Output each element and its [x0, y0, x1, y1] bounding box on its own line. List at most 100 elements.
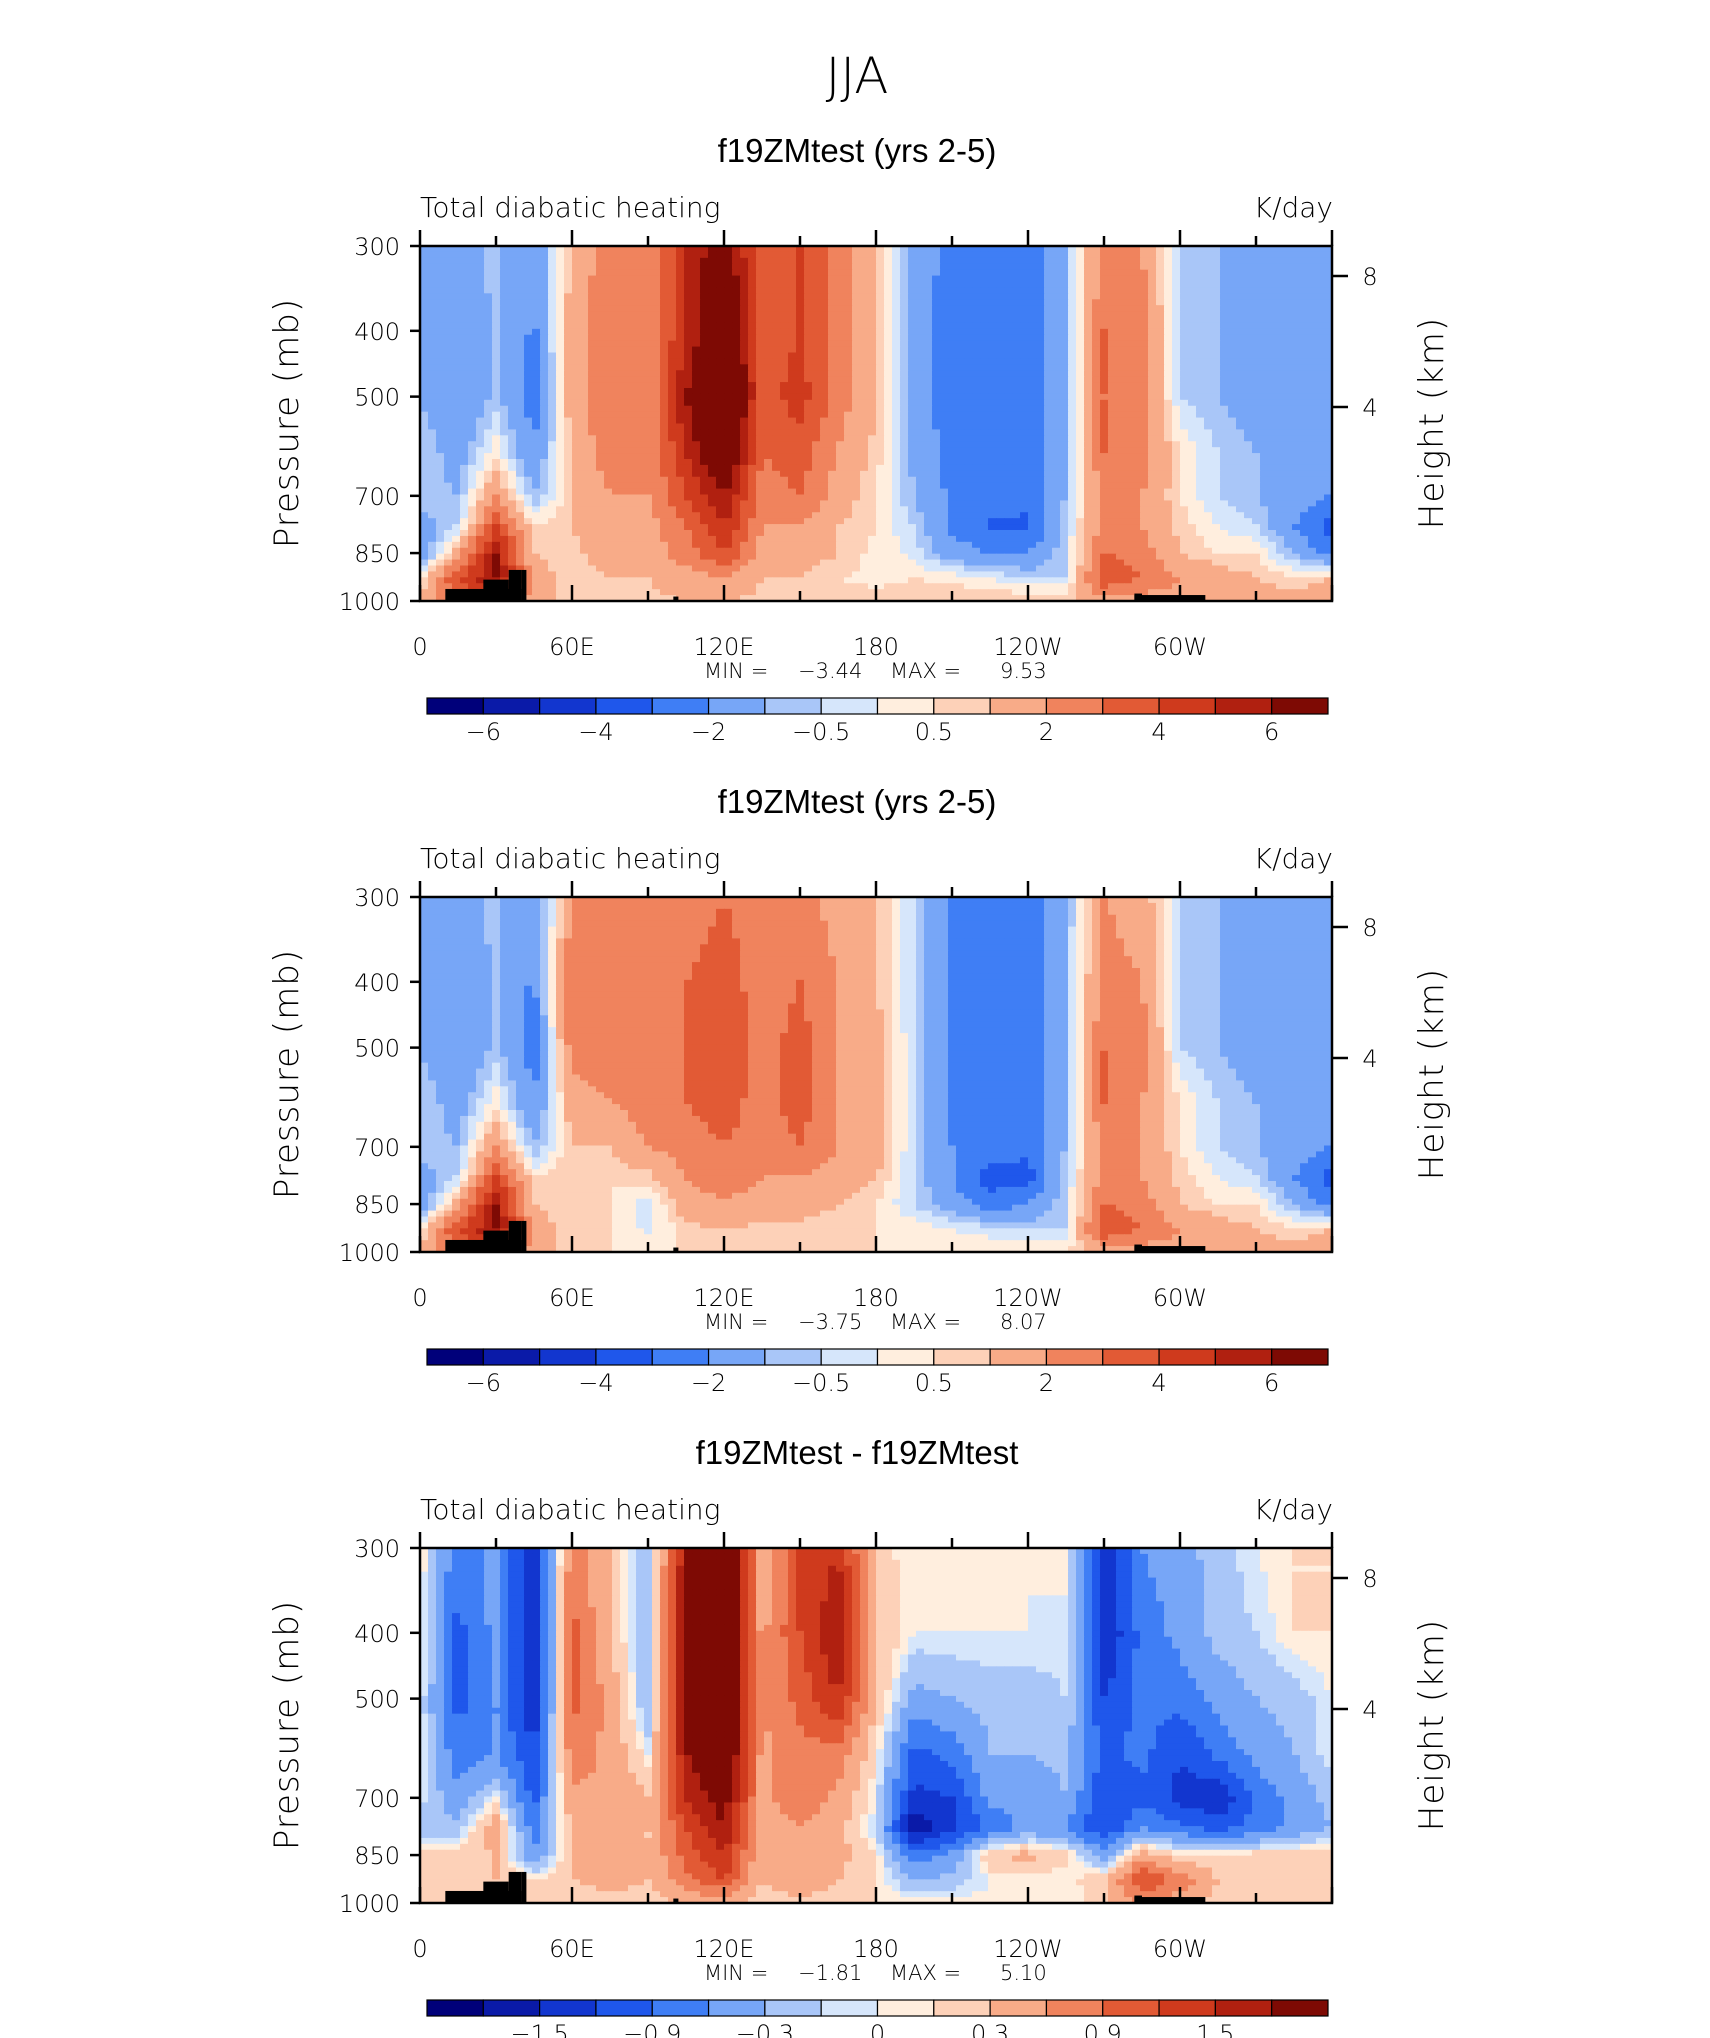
field-cell [900, 376, 909, 383]
field-cell [444, 269, 453, 277]
field-cell [972, 435, 981, 442]
field-cell [652, 447, 661, 454]
field-cell [1036, 281, 1045, 289]
field-cell [1052, 340, 1061, 348]
field-cell [1284, 429, 1293, 436]
field-cell [892, 340, 901, 348]
field-cell [884, 293, 893, 300]
field-cell [588, 488, 597, 496]
field-cell [1228, 269, 1237, 277]
field-cell [772, 453, 781, 460]
field-cell [1316, 494, 1325, 502]
field-cell [500, 322, 509, 330]
field-cell [548, 411, 557, 419]
field-cell [908, 447, 917, 454]
field-cell [788, 393, 797, 401]
field-cell [564, 405, 573, 413]
field-cell [756, 500, 765, 507]
field-cell [876, 293, 885, 300]
field-cell [644, 281, 653, 289]
field-cell [684, 470, 693, 478]
field-cell [1092, 246, 1101, 253]
field-cell [1108, 358, 1117, 365]
field-cell [1228, 417, 1237, 425]
field-cell [940, 388, 949, 395]
field-cell [500, 358, 509, 365]
field-cell [1204, 447, 1213, 454]
field-cell [420, 352, 429, 360]
field-cell [1052, 429, 1061, 436]
field-cell [572, 488, 581, 496]
stats-max-label: MAX = [890, 659, 961, 683]
field-cell [620, 429, 629, 436]
field-cell [708, 364, 717, 371]
field-cell [988, 500, 997, 507]
field-cell [444, 364, 453, 371]
field-cell [908, 453, 917, 460]
field-cell [788, 257, 797, 265]
field-cell [748, 393, 757, 401]
field-cell [1092, 453, 1101, 460]
field-cell [604, 263, 613, 271]
field-cell [580, 334, 589, 342]
field-cell [980, 399, 989, 407]
field-cell [1180, 470, 1189, 478]
field-cell [932, 376, 941, 383]
field-cell [780, 423, 789, 431]
field-cell [508, 281, 517, 289]
field-cell [532, 352, 541, 360]
field-cell [540, 382, 549, 389]
field-cell [796, 275, 805, 283]
field-cell [724, 340, 733, 348]
field-cell [652, 488, 661, 496]
field-cell [1164, 405, 1173, 413]
field-cell [1132, 246, 1141, 253]
field-cell [556, 447, 565, 454]
field-cell [740, 417, 749, 425]
field-cell [716, 423, 725, 431]
field-cell [476, 346, 485, 354]
field-cell [1012, 470, 1021, 478]
field-cell [1100, 346, 1109, 354]
field-cell [1260, 435, 1269, 442]
field-cell [1228, 328, 1237, 336]
field-cell [980, 299, 989, 306]
field-cell [1116, 464, 1125, 472]
field-cell [1276, 464, 1285, 472]
field-cell [1300, 263, 1309, 271]
field-cell [428, 399, 437, 407]
field-cell [684, 257, 693, 265]
field-cell [796, 251, 805, 259]
field-cell [1164, 287, 1173, 294]
field-cell [1164, 494, 1173, 502]
field-cell [1036, 334, 1045, 342]
field-cell [988, 441, 997, 448]
field-cell [1244, 322, 1253, 330]
field-cell [812, 246, 821, 253]
field-cell [684, 370, 693, 377]
field-cell [556, 488, 565, 496]
field-cell [428, 464, 437, 472]
field-cell [756, 352, 765, 360]
field-cell [788, 500, 797, 507]
field-cell [1140, 482, 1149, 490]
field-cell [1060, 311, 1069, 318]
field-cell [948, 370, 957, 377]
field-cell [972, 388, 981, 395]
field-cell [772, 435, 781, 442]
field-cell [988, 494, 997, 502]
field-cell [644, 435, 653, 442]
field-cell [1028, 464, 1037, 472]
field-cell [1060, 299, 1069, 306]
field-cell [932, 340, 941, 348]
field-cell [628, 246, 637, 253]
field-cell [1108, 411, 1117, 419]
field-cell [540, 464, 549, 472]
field-cell [724, 429, 733, 436]
field-cell [636, 299, 645, 306]
field-cell [1068, 482, 1077, 490]
field-cell [948, 435, 957, 442]
field-cell [604, 251, 613, 259]
field-cell [476, 453, 485, 460]
field-cell [1180, 269, 1189, 277]
